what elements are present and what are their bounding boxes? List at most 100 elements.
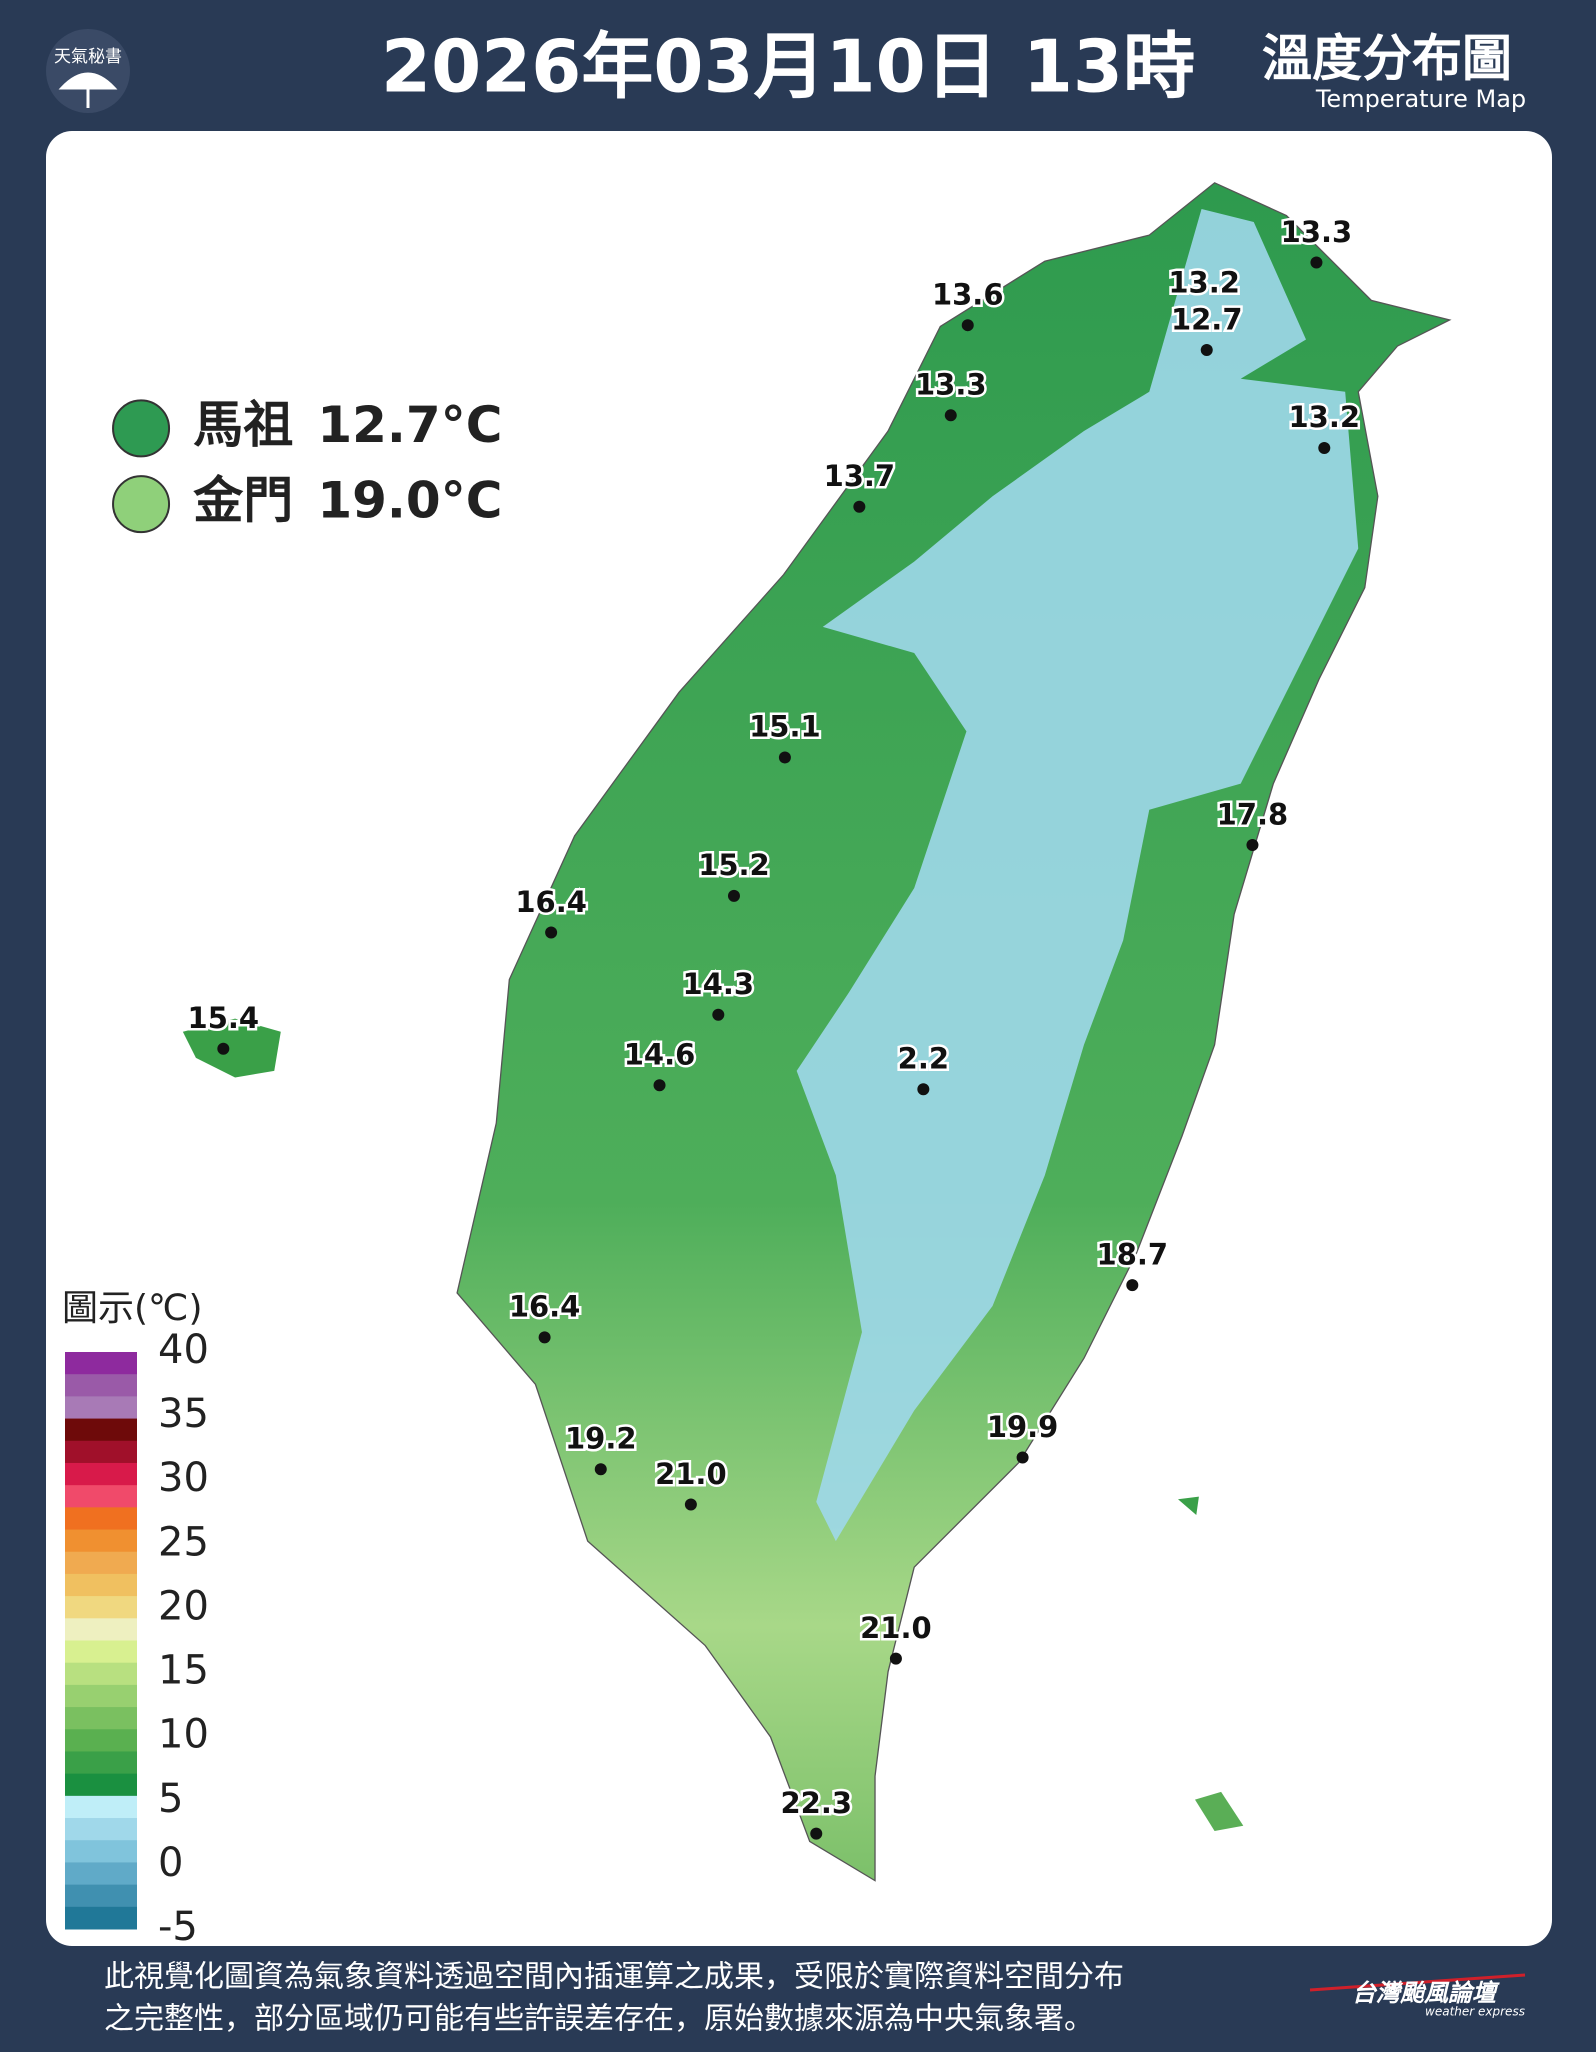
map-subtitle: Temperature Map	[1315, 85, 1526, 113]
scale-band	[65, 1862, 137, 1886]
scale-band	[65, 1507, 137, 1531]
station-label: 13.3	[1281, 215, 1353, 249]
scale-band	[65, 1884, 137, 1908]
station-label: 13.2	[1168, 266, 1240, 300]
scale-tick-label: 35	[158, 1391, 209, 1437]
station-dot	[217, 1042, 230, 1055]
station-label: 2.2	[898, 1041, 949, 1075]
orchid-island	[1194, 1791, 1244, 1832]
scale-band	[65, 1840, 137, 1863]
scale-band	[65, 1551, 137, 1575]
scale-band	[65, 1462, 137, 1486]
station-label: 17.8	[1217, 797, 1289, 831]
scale-band	[65, 1573, 137, 1597]
scale-band	[65, 1374, 137, 1397]
scale-band	[65, 1795, 137, 1819]
title: 2026年03月10日 13時	[381, 25, 1195, 109]
scale-band	[65, 1906, 137, 1930]
station-label: 14.3	[683, 967, 755, 1001]
station-label: 15.1	[749, 710, 821, 744]
logo-badge	[46, 29, 130, 113]
station-label: 16.4	[509, 1290, 581, 1324]
taiwan-map	[182, 182, 1452, 1882]
station-label: 15.4	[188, 1001, 260, 1035]
mountain-cold-area	[796, 208, 1359, 1542]
scale-band	[65, 1440, 137, 1464]
scale-band	[65, 1729, 137, 1752]
scale-band	[65, 1818, 137, 1841]
footer-text: 之完整性，部分區域仍可能有些許誤差存在，原始數據來源為中央氣象署。	[104, 2002, 1094, 2037]
map-title: 溫度分布圖	[1262, 30, 1512, 88]
station-dot	[1310, 256, 1323, 269]
legend-swatch	[112, 399, 171, 458]
station-label: 12.7	[1171, 302, 1243, 336]
station-label: 13.2	[1289, 400, 1361, 434]
station-dot	[684, 1498, 697, 1511]
station-dot	[653, 1079, 666, 1092]
station-dot	[1200, 344, 1213, 357]
station-dot	[1246, 838, 1259, 851]
station-dot	[594, 1463, 607, 1476]
scale-tick-label: 25	[158, 1519, 209, 1565]
scale-title: 圖示(℃)	[62, 1288, 203, 1329]
legend-name: 馬祖	[193, 396, 293, 454]
station-dot	[1016, 1451, 1029, 1464]
station-label: 19.9	[987, 1410, 1059, 1444]
legend-swatch	[112, 475, 171, 534]
scale-tick-label: 10	[158, 1712, 209, 1758]
station-label: 15.2	[698, 848, 770, 882]
scale-band	[65, 1773, 137, 1797]
scale-tick-label: 5	[158, 1776, 183, 1822]
station-label: 13.7	[824, 459, 896, 493]
station-dot	[944, 409, 957, 422]
scale-tick-label: 30	[158, 1455, 209, 1501]
station-dot	[853, 500, 866, 513]
scale-band	[65, 1707, 137, 1730]
scale-band	[65, 1485, 137, 1508]
scale-band	[65, 1640, 137, 1664]
brand-sub: weather express	[1425, 2005, 1525, 2019]
station-label: 16.4	[515, 885, 587, 919]
scale-band	[65, 1618, 137, 1641]
station-label: 18.7	[1097, 1237, 1169, 1271]
station-dot	[810, 1827, 823, 1840]
logo-text: 天氣秘書	[54, 47, 122, 67]
scale-band	[65, 1352, 137, 1375]
scale-band	[65, 1596, 137, 1619]
station-dot	[917, 1083, 930, 1096]
scale-band	[65, 1529, 137, 1553]
scale-band	[65, 1751, 137, 1775]
scale-tick-label: 0	[158, 1840, 183, 1886]
station-dot	[727, 889, 740, 902]
brand-line	[1309, 1973, 1526, 1992]
scale-band	[65, 1418, 137, 1442]
footer-text: 此視覺化圖資為氣象資料透過空間內插運算之成果，受限於實際資料空間分布	[104, 1960, 1124, 1995]
station-dot	[889, 1652, 902, 1665]
scale-band	[65, 1684, 137, 1708]
scale-tick-label: 15	[158, 1648, 209, 1694]
station-label: 13.3	[915, 368, 987, 402]
station-label: 21.0	[655, 1457, 727, 1491]
station-dot	[778, 751, 791, 764]
scale-tick-label: 40	[158, 1327, 209, 1373]
station-label: 13.6	[932, 277, 1004, 311]
scale-band	[65, 1396, 137, 1420]
legend-name: 金門	[193, 472, 293, 530]
station-dot	[961, 319, 974, 332]
green-island	[1178, 1496, 1199, 1515]
scale-tick-label: -5	[158, 1904, 198, 1950]
scale-tick-label: 20	[158, 1583, 209, 1629]
station-label: 21.0	[860, 1611, 932, 1645]
station-label: 19.2	[565, 1422, 637, 1456]
penghu	[182, 1018, 281, 1078]
station-dot	[545, 926, 558, 939]
logo-umbrella	[58, 72, 118, 108]
legend-value: 19.0°C	[317, 472, 502, 530]
station-dot	[538, 1331, 551, 1344]
station-dot	[712, 1008, 725, 1021]
scale-band	[65, 1662, 137, 1686]
legend-value: 12.7°C	[317, 396, 502, 454]
station-dot	[1126, 1279, 1139, 1292]
